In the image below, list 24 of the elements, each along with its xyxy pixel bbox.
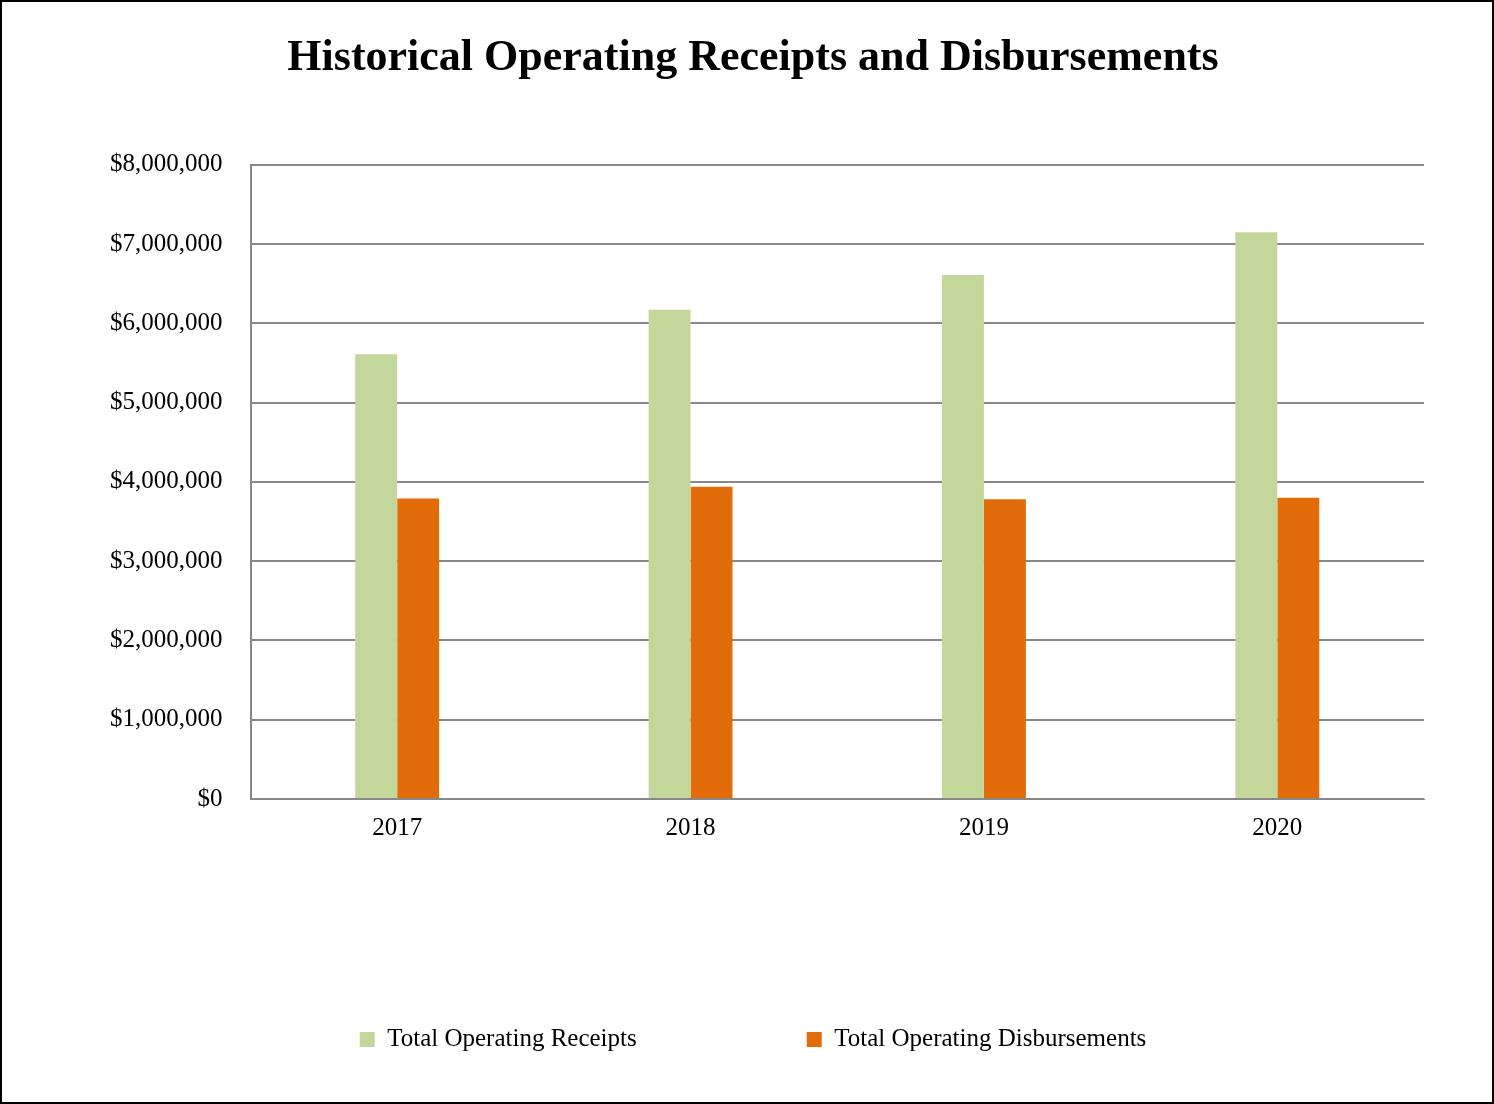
bar [690, 486, 733, 798]
y-tick-label: $1,000,000 [110, 704, 223, 732]
y-tick-label: $8,000,000 [110, 149, 223, 177]
x-tick-label: 2019 [958, 812, 1009, 840]
y-tick-label: $7,000,000 [110, 228, 223, 256]
x-tick-label: 2018 [665, 812, 716, 840]
y-tick-label: $4,000,000 [110, 466, 223, 494]
legend-label: Total Operating Disbursements [834, 1024, 1147, 1052]
y-tick-label: $2,000,000 [110, 625, 223, 653]
bar [355, 354, 398, 798]
bar [1235, 232, 1278, 798]
bar [1277, 497, 1320, 798]
x-tick-label: 2017 [372, 812, 423, 840]
y-tick-label: $0 [197, 783, 223, 811]
bar [983, 499, 1026, 798]
y-tick-label: $3,000,000 [110, 545, 223, 573]
y-tick-label: $6,000,000 [110, 307, 223, 335]
y-tick-label: $5,000,000 [110, 387, 223, 415]
bar [648, 309, 691, 798]
x-tick-label: 2020 [1252, 812, 1303, 840]
bar [941, 274, 984, 798]
chart-title: Historical Operating Receipts and Disbursements [287, 30, 1219, 80]
bar [397, 498, 440, 798]
legend-label: Total Operating Receipts [387, 1024, 637, 1052]
